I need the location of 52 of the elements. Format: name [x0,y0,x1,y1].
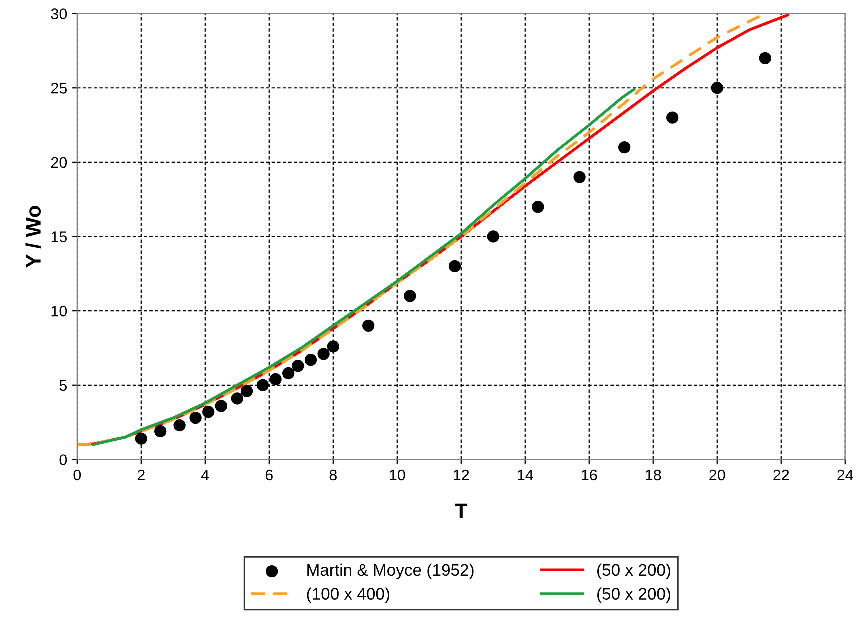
x-tick-label: 14 [518,470,534,480]
point [215,400,228,412]
x-tick-label: 22 [774,470,790,480]
point [362,320,375,332]
y-tick-label: 10 [52,306,68,317]
point [135,432,148,445]
y-tick-label: 5 [60,380,68,392]
point [318,348,330,360]
point [154,425,167,438]
y-axis-title: Y / Wo [26,206,42,268]
point [190,412,202,424]
legend-label: (100 x 400) [307,588,390,604]
y-tick-label: 30 [51,8,68,20]
point [282,367,295,380]
point [202,406,215,418]
point [618,142,631,154]
x-tick-label: 2 [138,470,145,480]
point [304,354,318,366]
x-tick-label: 8 [330,470,337,481]
point [759,52,772,64]
point [231,392,244,405]
point [532,200,544,214]
point [666,112,679,124]
y-tick-label: 25 [51,82,68,94]
point [711,82,724,94]
point [240,385,254,398]
x-tick-label: 0 [74,470,82,481]
x-tick-label: 10 [390,470,406,481]
point [448,260,462,273]
point [574,171,586,184]
x-tick-label: 6 [266,470,273,481]
x-tick-label: 4 [202,470,210,480]
line-series [92,88,636,446]
y-tick-label: 15 [52,232,68,242]
point [487,230,500,243]
legend-label: Martin & Moyce (1952) [308,564,474,580]
y-tick-label: 0 [60,454,68,466]
point [256,379,270,392]
point [404,290,416,302]
x-axis-title: T [455,504,468,518]
point [292,360,304,372]
x-tick-label: 12 [454,470,470,480]
point [327,340,340,353]
legend-label: (50 x 200) [598,564,670,580]
legend-label: (50 x 200) [598,588,670,604]
x-tick-label: 24 [838,470,854,480]
x-tick-label: 18 [646,470,662,481]
y-tick-label: 20 [51,157,68,168]
point [270,373,282,386]
x-tick-label: 20 [710,470,726,481]
point [174,419,186,432]
x-tick-label: 16 [582,470,598,481]
